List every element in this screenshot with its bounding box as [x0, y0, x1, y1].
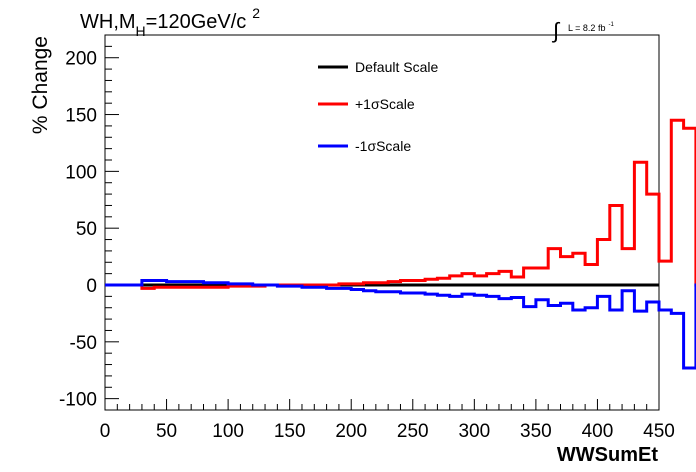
x-tick-label: 200 [335, 421, 367, 442]
series-layer [105, 118, 696, 370]
x-tick-label: 0 [100, 421, 111, 442]
y-tick-label: 200 [65, 49, 97, 70]
y-axis-label: % Change [29, 36, 52, 134]
legend-label: -1σScale [355, 138, 411, 154]
legend-label: +1σScale [355, 96, 415, 112]
x-tick-label: 50 [156, 421, 177, 442]
x-tick-label: 300 [458, 421, 490, 442]
x-tick-label: 100 [212, 421, 244, 442]
x-tick-label: 400 [582, 421, 614, 442]
legend-label: Default Scale [355, 59, 438, 75]
lumi-integral-sign: ∫ [551, 18, 561, 43]
y-tick-label: -50 [70, 333, 97, 354]
x-tick-label: 150 [274, 421, 306, 442]
y-tick-label: 150 [65, 106, 97, 127]
series-line [105, 279, 696, 370]
y-tick-label: 0 [86, 276, 97, 297]
x-tick-label: 250 [397, 421, 429, 442]
legend: Default Scale +1σScale -1σScale [318, 59, 438, 154]
axes: 0 50 100 150 200 250 300 350 400 450 -100 -50 0 50 100… [59, 34, 675, 442]
x-tick-label: 450 [643, 421, 675, 442]
y-tick-label: -100 [59, 390, 97, 411]
y-tick-label: 50 [76, 219, 97, 240]
x-axis-label: WWSumEt [557, 444, 658, 466]
x-tick-label: 350 [520, 421, 552, 442]
lumi-text: L = 8.2 fb -1 [568, 22, 614, 33]
chart-title: WH,MH=120GeV/c 2 [80, 5, 260, 39]
series-line [105, 118, 696, 290]
y-tick-label: 100 [65, 162, 97, 183]
